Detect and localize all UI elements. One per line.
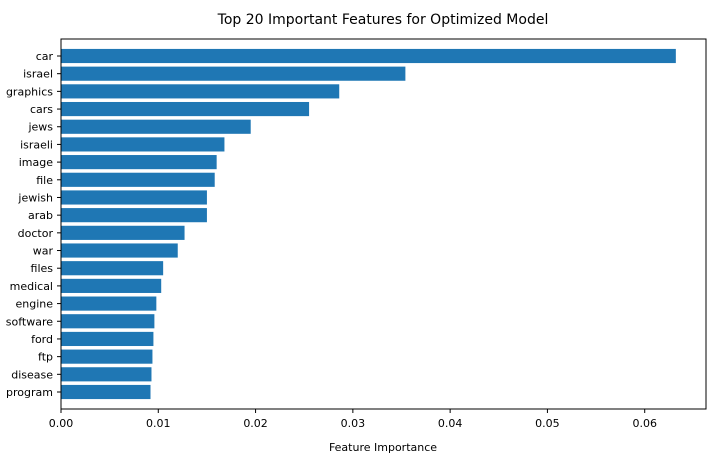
y-tick-label: image — [19, 156, 53, 169]
y-tick-label: files — [31, 262, 54, 275]
x-tick-label: 0.01 — [146, 417, 171, 430]
bar-image — [61, 155, 217, 170]
x-tick-label: 0.06 — [632, 417, 657, 430]
y-tick-label: file — [36, 174, 53, 187]
y-tick-label: graphics — [6, 85, 53, 98]
bar-jewish — [61, 190, 207, 205]
bar-software — [61, 314, 155, 329]
y-tick-label: engine — [15, 298, 53, 311]
bar-war — [61, 243, 178, 258]
y-tick-label: cars — [30, 103, 53, 116]
y-tick-label: jewish — [17, 191, 53, 204]
x-axis-label: Feature Importance — [329, 441, 437, 454]
x-tick-label: 0.02 — [243, 417, 268, 430]
y-tick-label: software — [6, 315, 53, 328]
bar-israeli — [61, 137, 225, 152]
y-tick-label: medical — [10, 280, 53, 293]
bars-group — [61, 48, 676, 400]
bar-graphics — [61, 84, 340, 99]
chart-title: Top 20 Important Features for Optimized … — [217, 12, 549, 28]
y-tick-label: israeli — [20, 138, 53, 151]
bar-file — [61, 172, 215, 187]
bar-ftp — [61, 349, 153, 364]
bar-medical — [61, 278, 162, 293]
bar-engine — [61, 296, 157, 311]
y-tick-label: program — [6, 386, 53, 399]
bar-doctor — [61, 225, 185, 240]
x-tick-label: 0.00 — [49, 417, 74, 430]
bar-jews — [61, 119, 251, 134]
x-tick-label: 0.04 — [438, 417, 463, 430]
y-tick-label: ford — [31, 333, 53, 346]
y-tick-label: jews — [27, 121, 53, 134]
bar-israel — [61, 66, 406, 81]
bar-disease — [61, 367, 152, 382]
x-tick-label: 0.05 — [535, 417, 560, 430]
y-tick-label: ftp — [38, 351, 53, 364]
y-axis-ticks: car israel graphics cars jews israeli image fil… — [6, 50, 61, 399]
bar-program — [61, 384, 151, 400]
x-tick-label: 0.03 — [341, 417, 366, 430]
x-axis-ticks: 0.00 0.01 0.02 0.03 0.04 0.05 0.06 — [49, 409, 657, 430]
bar-car — [61, 48, 676, 64]
y-tick-label: arab — [28, 209, 53, 222]
y-tick-label: doctor — [18, 227, 54, 240]
y-tick-label: disease — [11, 368, 53, 381]
bar-arab — [61, 208, 207, 223]
plot-area-frame — [60, 38, 707, 410]
y-tick-label: car — [36, 50, 54, 63]
bar-files — [61, 261, 164, 276]
bar-ford — [61, 331, 154, 347]
y-tick-label: israel — [23, 68, 53, 81]
y-tick-label: war — [33, 245, 54, 258]
bar-cars — [61, 101, 310, 117]
